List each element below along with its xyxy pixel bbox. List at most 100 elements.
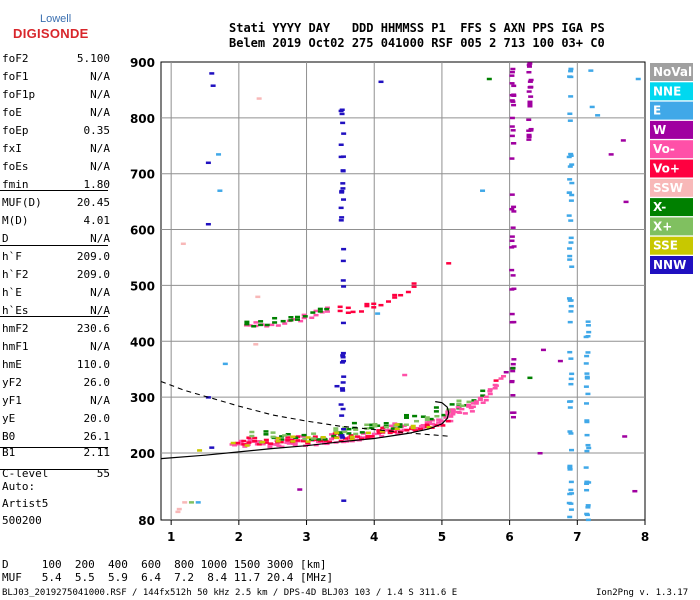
trace-point: [473, 400, 479, 403]
trace-point: [269, 323, 275, 327]
x-tick-label: 2: [235, 530, 243, 544]
trace-point: [568, 299, 574, 302]
trace-point: [509, 157, 515, 160]
trace-point: [567, 467, 573, 471]
param-name-17: hmE: [2, 358, 22, 371]
trace-point: [586, 446, 592, 450]
digisonde-logo-text: DIGISONDE: [13, 26, 89, 41]
trace-point: [324, 306, 330, 309]
trace-point: [365, 437, 371, 440]
trace-point: [509, 312, 515, 316]
trace-point: [383, 425, 389, 429]
trace-point: [305, 436, 311, 439]
trace-point: [583, 385, 589, 388]
auto-label: Auto:: [2, 480, 36, 493]
trace-point: [371, 306, 377, 309]
trace-point: [527, 62, 533, 65]
trace-point: [404, 429, 410, 432]
trace-point: [405, 290, 411, 294]
trace-point: [394, 427, 400, 431]
auto-code: 500200: [2, 514, 42, 527]
trace-point: [480, 401, 486, 404]
trace-point: [295, 439, 301, 442]
trace-point: [280, 319, 286, 323]
legend-swatch: [650, 178, 693, 197]
param-value-16: N/A: [90, 340, 110, 353]
trace-point: [348, 434, 354, 437]
trace-point: [567, 247, 573, 250]
trace-point: [466, 403, 472, 407]
trace-point: [434, 414, 440, 418]
trace-point: [511, 287, 517, 291]
trace-point: [413, 429, 419, 432]
version-label: Ion2Png v. 1.3.17: [596, 588, 689, 598]
trace-point: [448, 419, 454, 423]
trace-point: [511, 84, 517, 88]
trace-point: [568, 69, 574, 73]
trace-point: [338, 143, 344, 146]
trace-point: [411, 285, 417, 288]
trace-point: [567, 466, 573, 469]
trace-point: [365, 431, 371, 435]
trace-point: [340, 355, 346, 359]
trace-point: [566, 191, 572, 194]
trace-point: [275, 324, 281, 327]
trace-point: [480, 189, 486, 192]
trace-point: [446, 262, 452, 265]
trace-point: [397, 423, 403, 426]
trace-point: [584, 419, 590, 422]
trace-point: [285, 436, 291, 439]
param-name-10: D: [2, 232, 9, 245]
profile-dashed-line: [160, 380, 449, 437]
trace-point: [364, 304, 370, 308]
trace-point: [292, 441, 298, 445]
trace-point: [487, 389, 493, 393]
param-name-5: fxI: [2, 142, 22, 155]
trace-point: [509, 268, 515, 272]
file-info: BLJ03_2019275041000.RSF / 144fx512h 50 k…: [2, 588, 458, 598]
trace-point: [584, 512, 590, 516]
trace-point: [528, 95, 534, 98]
trace-point: [510, 129, 516, 132]
param-value-21: 26.1: [83, 430, 111, 443]
trace-point: [338, 206, 344, 210]
trace-point: [247, 438, 253, 441]
param-value-7: 1.80: [83, 178, 111, 191]
param-name-1: foF1: [2, 70, 29, 83]
trace-point: [241, 439, 247, 443]
trace-point: [527, 376, 533, 380]
trace-point: [339, 434, 345, 437]
trace-point: [270, 435, 276, 439]
trace-point: [583, 335, 589, 339]
trace-point: [433, 406, 439, 409]
muf-row: MUF 5.4 5.5 5.9 6.4 7.2 8.4 11.7 20.4 [M…: [2, 571, 334, 584]
trace-point: [509, 246, 515, 249]
trace-point: [311, 432, 317, 435]
trace-point: [340, 354, 346, 357]
trace-point: [586, 330, 592, 334]
trace-point: [230, 441, 236, 445]
trace-point: [272, 316, 278, 320]
param-name-4: foEp: [2, 124, 29, 137]
trace-point: [253, 343, 259, 346]
trace-point: [509, 74, 515, 77]
trace-point: [436, 421, 442, 424]
trace-point: [311, 437, 317, 440]
param-value-18: 26.0: [83, 376, 111, 389]
trace-point: [205, 396, 211, 399]
trace-point: [235, 441, 241, 445]
param-name-11: h`F: [2, 250, 22, 263]
distance-row: D 100 200 400 600 800 1000 1500 3000 [km…: [2, 558, 327, 571]
trace-point: [568, 241, 574, 244]
trace-point: [568, 199, 574, 202]
trace-point: [557, 359, 563, 363]
trace-point: [340, 169, 346, 172]
trace-point: [264, 323, 270, 327]
trace-point: [260, 440, 266, 444]
param-value-8: 20.45: [76, 196, 110, 209]
trace-point: [509, 193, 515, 196]
trace-point: [470, 402, 476, 405]
param-value-4: 0.35: [83, 124, 111, 137]
trace-point: [249, 430, 255, 434]
trace-point: [567, 320, 573, 324]
